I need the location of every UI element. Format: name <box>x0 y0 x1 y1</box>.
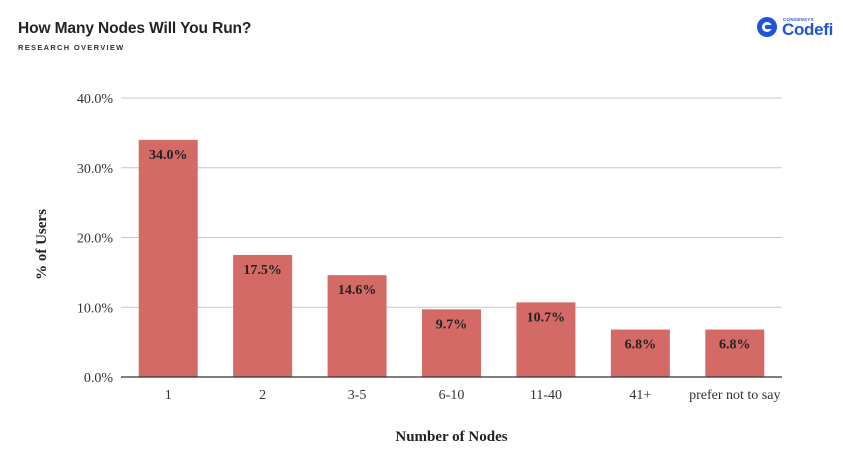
bar <box>233 254 293 377</box>
data-label: 10.7% <box>527 310 566 325</box>
x-tick-label: 1 <box>165 388 172 403</box>
x-tick-label: 6-10 <box>439 388 465 403</box>
bar <box>516 302 576 377</box>
x-axis-title: Number of Nodes <box>395 429 507 445</box>
codefi-logo: CONSENSYS Codefi <box>756 14 836 42</box>
x-tick-label: 41+ <box>629 388 651 403</box>
y-tick-label: 30.0% <box>77 162 114 177</box>
bar <box>327 275 387 377</box>
data-label: 6.8% <box>625 338 657 353</box>
data-label: 9.7% <box>436 317 468 332</box>
bar <box>610 329 670 377</box>
bar <box>422 309 481 377</box>
y-axis-title: % of Users <box>34 209 50 280</box>
data-label: 34.0% <box>149 148 188 163</box>
x-tick-label: 2 <box>259 388 266 403</box>
data-label: 14.6% <box>338 283 377 298</box>
codefi-c-icon <box>757 17 777 37</box>
x-tick-label: 3-5 <box>348 388 367 403</box>
data-label: 6.8% <box>719 338 751 353</box>
logo-small-text: CONSENSYS <box>783 17 814 22</box>
bar <box>705 329 765 377</box>
x-tick-label: 11-40 <box>530 388 562 403</box>
y-tick-label: 10.0% <box>77 301 114 316</box>
y-tick-label: 40.0% <box>77 92 114 107</box>
logo-wordmark: Codefi <box>782 20 834 39</box>
y-tick-label: 20.0% <box>77 232 114 247</box>
y-tick-label: 0.0% <box>84 371 114 386</box>
bar <box>138 139 198 377</box>
page-title: How Many Nodes Will You Run? <box>18 20 252 37</box>
page-subtitle: RESEARCH OVERVIEW <box>18 43 125 52</box>
data-label: 17.5% <box>243 263 282 278</box>
x-tick-label: prefer not to say <box>689 388 780 403</box>
